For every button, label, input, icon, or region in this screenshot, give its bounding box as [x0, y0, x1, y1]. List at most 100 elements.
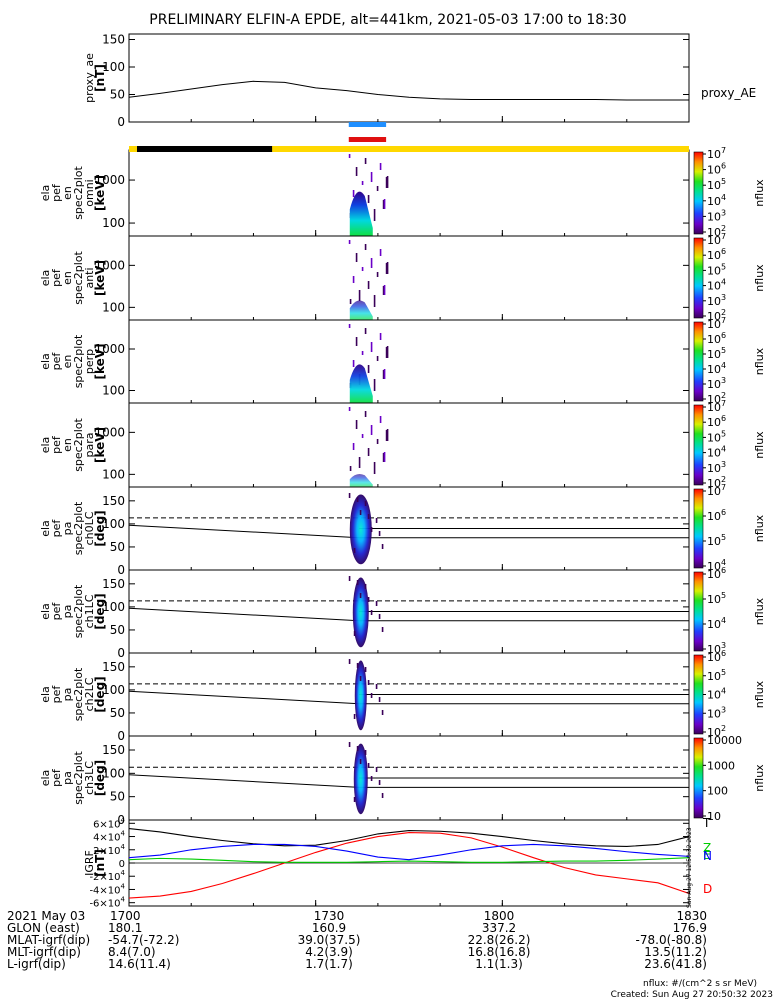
colorbar-tick-label: 102 — [707, 308, 726, 323]
spectrogram-streak — [361, 267, 364, 271]
spectrogram-streak — [386, 262, 389, 274]
colorbar-tick-label: 103 — [707, 705, 726, 720]
pitch-angle-blob — [353, 743, 368, 815]
panel-igrf: -6×104-4×104-2×10402×1044×1046×104IGRF[n… — [83, 816, 712, 910]
pitch-angle-streak — [348, 659, 351, 664]
spectrogram-streak — [376, 272, 379, 277]
spectrogram-streak — [367, 448, 370, 456]
spectrogram-streak — [352, 360, 355, 367]
spectrogram-streak — [361, 351, 364, 355]
spectrogram-streak — [385, 430, 388, 441]
y-axis-label: ela — [39, 270, 52, 287]
colorbar-label: nflux — [753, 597, 766, 625]
colorbar-label: nflux — [753, 680, 766, 708]
y-tick-label: 50 — [110, 540, 125, 554]
axis-row-value: -78.0(-80.8) — [636, 933, 707, 947]
pitch-angle-streak — [375, 767, 378, 772]
y-tick-label: 50 — [110, 790, 125, 804]
pitch-angle-streak — [370, 693, 373, 698]
spectrogram-streak — [376, 439, 379, 444]
y-axis-label: pef — [50, 435, 63, 454]
panel-spec_omni: 1001000elapefenspec2plotomni[keV]1021031… — [39, 146, 766, 239]
y-tick-label: 4×104 — [93, 830, 125, 844]
y-axis-label: [keV] — [93, 427, 107, 463]
spectrogram-streak — [370, 425, 373, 435]
y-tick-label: 50 — [110, 706, 125, 720]
spectrogram-streak — [361, 181, 364, 185]
y-axis-label: pef — [50, 352, 63, 371]
sunlight-bar — [129, 146, 689, 152]
igrf-T-line — [128, 828, 690, 848]
y-axis-label: ch2LC — [83, 677, 96, 711]
legend-D: D — [703, 882, 712, 896]
colorbar-tick-label: 105 — [707, 591, 726, 606]
y-axis-label: spec2plot — [72, 251, 85, 305]
colorbar-tick-label: 104 — [707, 687, 726, 702]
spectrogram-streak — [386, 346, 389, 358]
y-axis-label: ela — [39, 603, 52, 620]
spectrogram-streak — [379, 333, 382, 340]
pitch-angle-streak — [359, 759, 362, 764]
spectrogram-blob — [349, 364, 373, 403]
y-tick-label: 100 — [102, 467, 125, 481]
loss-cone-line — [128, 607, 360, 622]
axis-row-value: 1830 — [676, 909, 707, 923]
pitch-angle-streak — [364, 667, 367, 672]
y-tick-label: 50 — [110, 623, 125, 637]
panel-frame — [128, 402, 690, 488]
axis-row-label: 2021 May 03 — [7, 909, 85, 923]
colorbar-label: nflux — [753, 431, 766, 459]
y-axis-label: pa — [61, 522, 74, 536]
spectrogram-streak — [383, 452, 386, 462]
y-axis-label: [deg] — [93, 510, 107, 546]
pitch-angle-streak — [378, 780, 381, 785]
pitch-angle-streak — [356, 497, 359, 502]
pitch-angle-streak — [364, 584, 367, 589]
pitch-angle-streak — [378, 531, 381, 536]
colorbar-tick-label: 106 — [707, 508, 726, 523]
y-tick-label: 1000 — [94, 425, 125, 439]
spectrogram-streak — [367, 365, 370, 373]
y-axis-label: pef — [50, 268, 63, 287]
y-tick-label: 100 — [102, 517, 125, 531]
loss-cone-line — [128, 524, 360, 539]
spectrogram-streak — [370, 258, 373, 268]
pitch-angle-streak — [381, 793, 384, 798]
y-tick-label: 1000 — [94, 258, 125, 272]
spectrogram-streak — [348, 324, 351, 328]
y-axis-label: ela — [39, 770, 52, 787]
spectrogram-blob — [349, 473, 373, 487]
y-axis-label: ela — [39, 520, 52, 537]
y-tick-label: 100 — [102, 766, 125, 780]
science-zone-bar-red — [348, 137, 387, 142]
spectrogram-streak — [382, 370, 385, 379]
y-axis-label: ch0LC — [83, 511, 96, 545]
spectrogram-streak — [352, 443, 355, 450]
y-axis-label: [nT] — [93, 849, 107, 877]
igrf-D-line — [128, 832, 690, 899]
y-axis-label: [deg] — [93, 676, 107, 712]
y-tick-label: 100 — [102, 600, 125, 614]
axis-row-value: 160.9 — [312, 921, 346, 935]
colorbar-tick-label: 106 — [707, 414, 726, 429]
pitch-angle-streak — [367, 514, 370, 519]
spectrogram-streak — [355, 420, 358, 429]
colorbar-tick-label: 102 — [707, 391, 726, 406]
spectrogram-streak — [385, 347, 388, 358]
colorbar-tick-label: 104 — [707, 193, 726, 208]
y-axis-label: para — [83, 433, 96, 458]
spectrogram-streak — [383, 285, 386, 295]
legend-N: N — [703, 849, 712, 863]
y-axis-label: ela — [39, 437, 52, 454]
axis-row-value: 1730 — [314, 909, 345, 923]
y-axis-label: pef — [50, 519, 63, 538]
colorbar — [693, 321, 704, 402]
y-axis-label: pef — [50, 685, 63, 704]
pitch-angle-streak — [370, 776, 373, 781]
y-tick-label: -6×104 — [89, 896, 125, 910]
loss-cone-line — [128, 774, 360, 788]
colorbar-tick-label: 104 — [707, 445, 726, 460]
colorbar-label: nflux — [753, 264, 766, 292]
